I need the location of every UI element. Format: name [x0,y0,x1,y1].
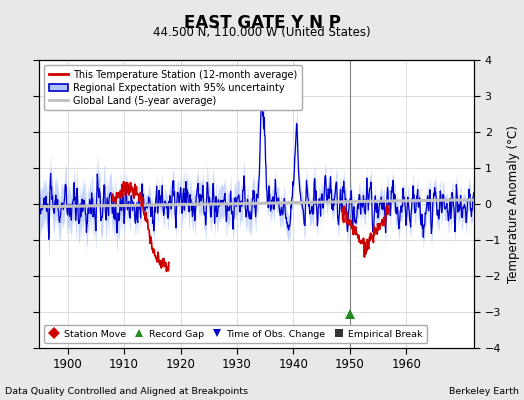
Y-axis label: Temperature Anomaly (°C): Temperature Anomaly (°C) [507,125,520,283]
Text: Data Quality Controlled and Aligned at Breakpoints: Data Quality Controlled and Aligned at B… [5,387,248,396]
Text: 44.500 N, 110.000 W (United States): 44.500 N, 110.000 W (United States) [153,26,371,39]
Text: EAST GATE Y N P: EAST GATE Y N P [183,14,341,32]
Text: Berkeley Earth: Berkeley Earth [449,387,519,396]
Legend: Station Move, Record Gap, Time of Obs. Change, Empirical Break: Station Move, Record Gap, Time of Obs. C… [44,325,428,343]
